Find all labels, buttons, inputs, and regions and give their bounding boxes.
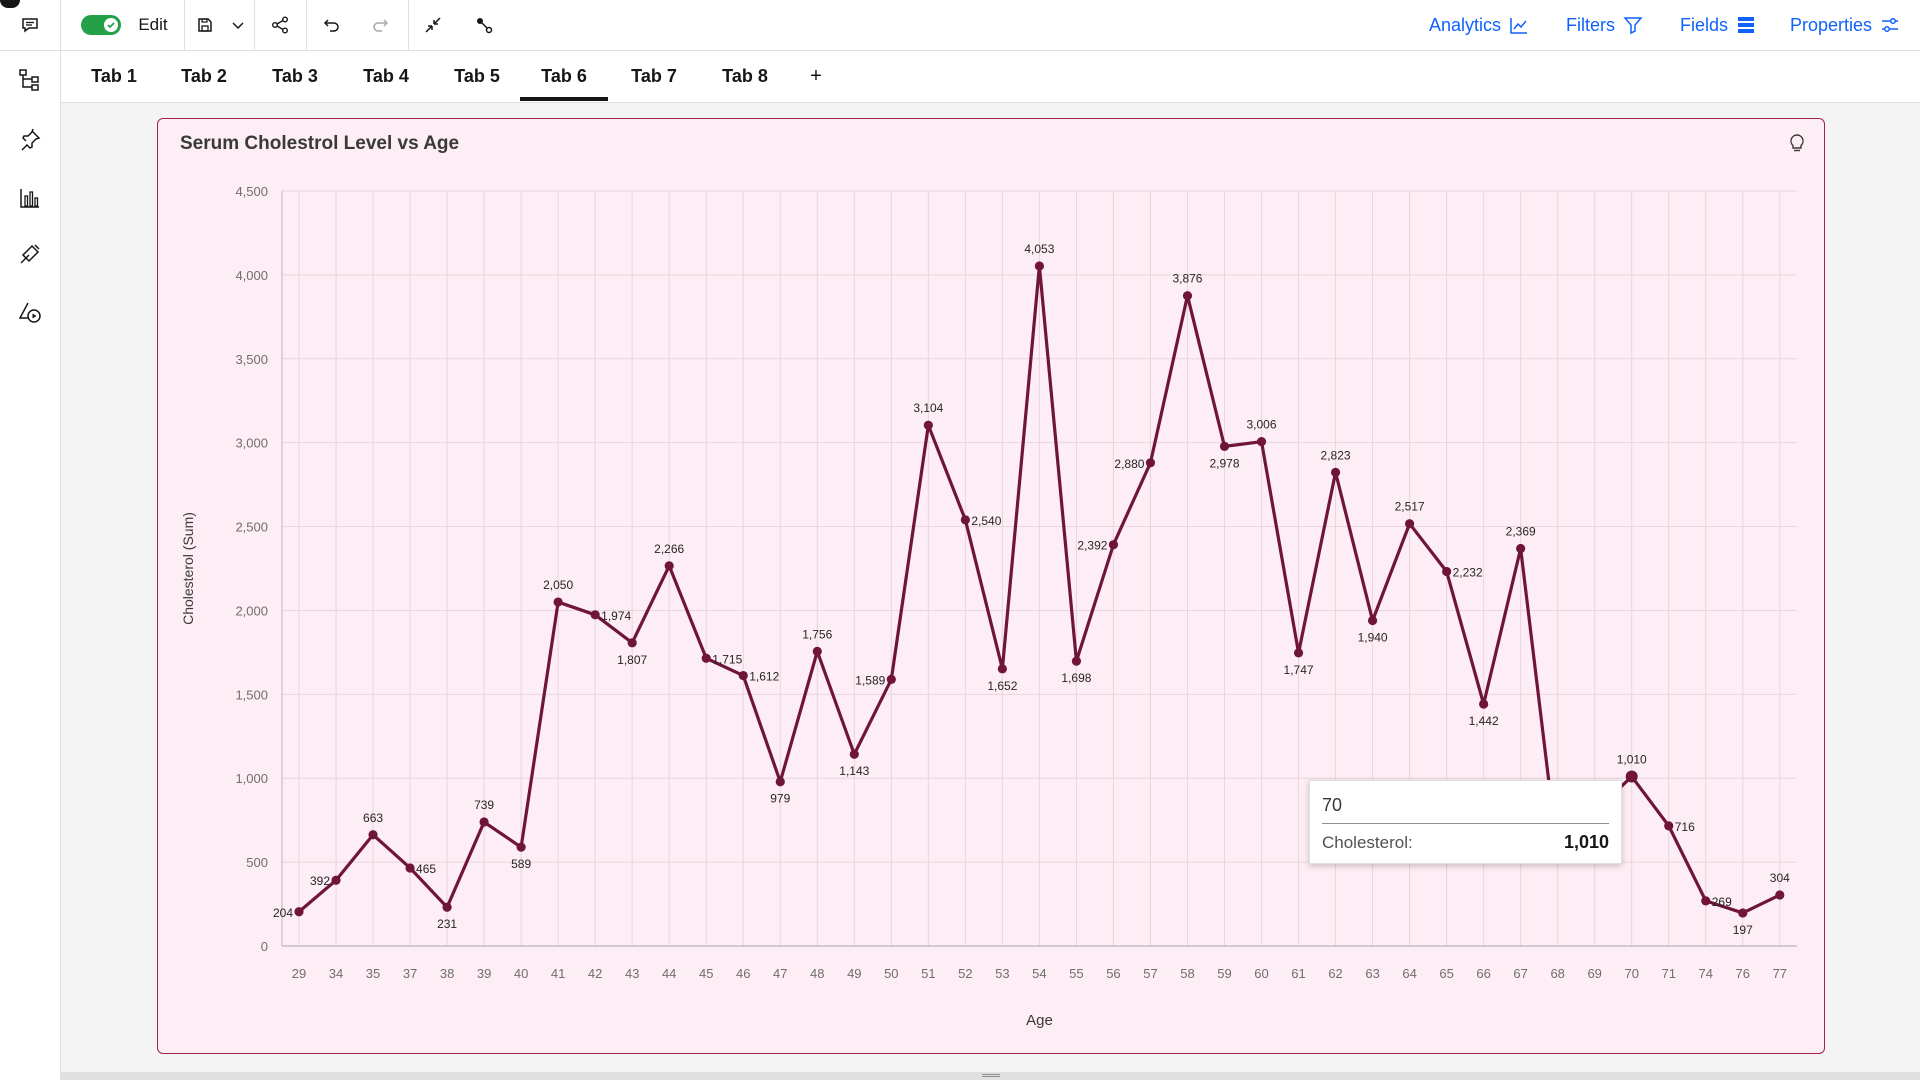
- data-tree-button[interactable]: [17, 67, 43, 93]
- chevron-down-icon: [232, 22, 244, 30]
- filter-icon: [1623, 17, 1643, 35]
- lightbulb-icon: [1790, 134, 1804, 152]
- redo-button[interactable]: [365, 0, 397, 50]
- tools-icon: [20, 244, 40, 264]
- filters-button[interactable]: Filters: [1566, 0, 1643, 50]
- visualizations-button[interactable]: [17, 185, 43, 211]
- corner-indicator: [0, 0, 20, 8]
- fields-button[interactable]: Fields: [1680, 0, 1756, 50]
- tab-2[interactable]: Tab 2: [165, 51, 243, 101]
- add-tab-button[interactable]: +: [801, 51, 831, 101]
- comments-button[interactable]: [0, 0, 60, 50]
- toolbar-divider: [254, 0, 255, 50]
- tab-label: Tab 5: [454, 65, 500, 86]
- tab-label: Tab 7: [631, 65, 677, 86]
- tab-6[interactable]: Tab 6: [520, 51, 608, 101]
- save-menu-button[interactable]: [226, 0, 250, 50]
- tree-icon: [19, 69, 39, 91]
- edit-label: Edit: [138, 15, 168, 34]
- add-tab-label: +: [810, 64, 822, 87]
- save-button[interactable]: [190, 0, 220, 50]
- tab-label: Tab 1: [91, 65, 137, 86]
- tab-4[interactable]: Tab 4: [347, 51, 425, 101]
- edit-toggle[interactable]: [80, 0, 122, 50]
- tab-bar: Tab 1 Tab 2 Tab 3 Tab 4 Tab 5 Tab 6 Tab …: [61, 51, 1920, 103]
- filters-label: Filters: [1566, 14, 1615, 35]
- tab-7[interactable]: Tab 7: [615, 51, 693, 101]
- chart-card[interactable]: Serum Cholestrol Level vs Age: [157, 118, 1825, 1054]
- assets-button[interactable]: [17, 241, 43, 267]
- tab-3[interactable]: Tab 3: [256, 51, 334, 101]
- redo-icon: [373, 19, 389, 32]
- tooltip-title: 70: [1322, 795, 1343, 815]
- shapes-play-icon: [18, 302, 41, 323]
- bar-chart-icon: [20, 189, 39, 208]
- navigate-button[interactable]: [17, 299, 43, 325]
- fields-icon: [1738, 17, 1755, 33]
- collapse-button[interactable]: [417, 0, 449, 50]
- share-button[interactable]: [264, 0, 296, 50]
- chart-tooltip: 70 Cholesterol: 1,010: [1309, 780, 1622, 864]
- toolbar-divider: [60, 0, 61, 50]
- properties-label: Properties: [1790, 14, 1873, 35]
- tab-8[interactable]: Tab 8: [706, 51, 784, 101]
- tooltip-value: 1,010: [1563, 832, 1609, 852]
- tab-label: Tab 6: [541, 65, 587, 86]
- check-icon: [107, 22, 115, 29]
- share-icon: [272, 16, 288, 34]
- tab-label: Tab 4: [363, 65, 409, 86]
- toolbar-divider: [184, 0, 185, 50]
- pin-button[interactable]: [17, 127, 43, 153]
- toolbar-divider: [306, 0, 307, 50]
- pin-icon: [21, 128, 41, 151]
- fields-label: Fields: [1680, 14, 1729, 35]
- collapse-icon: [425, 17, 441, 33]
- save-icon: [198, 18, 212, 32]
- undo-button[interactable]: [315, 0, 347, 50]
- tab-label: Tab 3: [272, 65, 318, 86]
- sliders-icon: [1882, 17, 1899, 33]
- connect-button[interactable]: [468, 0, 500, 50]
- splitter-handle-icon[interactable]: [982, 1074, 1000, 1077]
- tab-label: Tab 2: [181, 65, 227, 86]
- toolbar-divider: [408, 0, 409, 50]
- insights-button[interactable]: [1788, 133, 1806, 158]
- analytics-label: Analytics: [1429, 14, 1502, 35]
- properties-button[interactable]: Properties: [1790, 0, 1900, 50]
- tab-label: Tab 8: [722, 65, 768, 86]
- tooltip-label: Cholesterol:: [1322, 833, 1413, 852]
- analytics-icon: [1510, 18, 1528, 34]
- comment-icon: [22, 18, 38, 33]
- tab-1[interactable]: Tab 1: [75, 51, 153, 101]
- top-toolbar: Edit Analytics Filters Fields Properties: [0, 0, 1920, 51]
- undo-icon: [323, 19, 339, 32]
- left-rail: [0, 51, 61, 1080]
- connection-icon: [477, 18, 493, 34]
- tooltip-divider: [1322, 823, 1609, 824]
- analytics-button[interactable]: Analytics: [1429, 0, 1529, 50]
- tab-5[interactable]: Tab 5: [438, 51, 516, 101]
- chart-title: Serum Cholestrol Level vs Age: [180, 133, 460, 154]
